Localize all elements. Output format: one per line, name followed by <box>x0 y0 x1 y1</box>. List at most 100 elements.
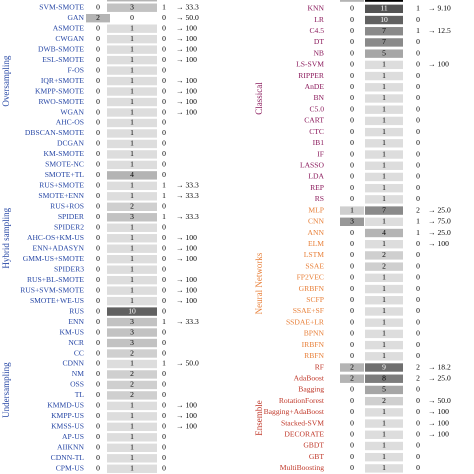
method-label: LS-SVM <box>296 60 324 69</box>
value-label: 0 <box>350 26 354 35</box>
value-label: 0 <box>96 2 100 11</box>
value-label: 3 <box>130 327 134 336</box>
value-label: 0 <box>96 285 100 294</box>
method-label: AnDE <box>305 82 325 91</box>
value-label: 1 <box>382 295 386 304</box>
heat-cell <box>107 464 157 473</box>
value-label: 7 <box>382 205 386 214</box>
heat-cell <box>365 183 403 193</box>
value-label: 0 <box>350 104 354 113</box>
value-label: 1 <box>130 149 134 158</box>
group-label: Classical <box>254 82 264 115</box>
value-label: 0 <box>350 149 354 158</box>
value-label: 2 <box>130 380 134 389</box>
value-label: 0 <box>96 191 100 200</box>
method-label: GBDT <box>303 441 324 450</box>
value-label: 0 <box>96 348 100 357</box>
method-label: F-OS <box>68 65 84 74</box>
heat-cell <box>365 83 403 92</box>
method-label: WGAN <box>60 107 84 116</box>
value-label: 2 <box>130 348 134 357</box>
value-label: 1 <box>382 329 386 338</box>
method-label: RUS+BL-SMOTE <box>27 275 84 284</box>
value-label: 0 <box>96 128 100 137</box>
value-label: 0 <box>416 329 420 338</box>
heat-cell <box>365 4 403 14</box>
value-label: 1 <box>416 4 420 13</box>
value-label: 0 <box>350 239 354 248</box>
method-label: DBSCAN-SMOTE <box>25 128 84 137</box>
value-label: 0 <box>350 463 354 472</box>
heat-cell <box>107 254 157 264</box>
value-label: 1 <box>130 411 134 420</box>
method-label: SSDAE+LR <box>286 317 325 326</box>
method-label: Bagging+AdaBoost <box>264 407 325 416</box>
value-label: 0 <box>96 369 100 378</box>
value-label: 0 <box>416 250 420 259</box>
method-label: MultiBoosting <box>280 463 325 472</box>
ratio-label: → 100 <box>428 430 449 439</box>
value-label: 1 <box>416 0 420 1</box>
heat-cell <box>107 422 157 432</box>
value-label: 2 <box>382 396 386 405</box>
heat-cell <box>107 391 157 400</box>
value-label: 0 <box>350 452 354 461</box>
heat-cell <box>365 206 403 215</box>
method-label: CWGAN <box>55 34 84 43</box>
ratio-label: → 50.0 <box>176 13 199 22</box>
value-label: 1 <box>382 60 386 69</box>
value-label: 0 <box>350 4 354 13</box>
value-label: 0 <box>350 261 354 270</box>
heat-cell <box>340 374 364 383</box>
method-label: RotationForest <box>279 396 325 405</box>
value-label: 0 <box>350 183 354 192</box>
method-label: CNN <box>308 217 325 226</box>
ratio-label: → 100 <box>176 55 197 64</box>
value-label: 0 <box>96 76 100 85</box>
heat-cell <box>107 370 157 379</box>
heat-cell <box>340 363 364 372</box>
value-label: 0 <box>416 183 420 192</box>
value-label: 0 <box>96 34 100 43</box>
heat-cell <box>107 181 157 191</box>
heat-cell <box>365 340 403 350</box>
value-label: 0 <box>162 254 166 263</box>
value-label: 2 <box>416 205 420 214</box>
method-label: CDNN <box>62 359 84 368</box>
value-label: 0 <box>416 48 420 57</box>
heat-cell <box>107 87 157 96</box>
value-label: 1 <box>382 239 386 248</box>
method-label: SVM-SMOTE <box>39 2 84 11</box>
value-label: 0 <box>162 432 166 441</box>
value-label: 0 <box>96 202 100 211</box>
ratio-label: → 100 <box>428 239 449 248</box>
method-label: AHC-OS+KM-US <box>27 233 84 242</box>
heat-cell <box>107 55 157 65</box>
value-label: 0 <box>96 264 100 273</box>
value-label: 0 <box>162 149 166 158</box>
method-label: DECORATE <box>284 430 324 439</box>
heat-cell <box>365 228 403 238</box>
method-label: LASSO <box>300 160 325 169</box>
heat-cell <box>365 430 403 439</box>
group-label: Ensemble <box>254 400 264 436</box>
value-label: 0 <box>96 380 100 389</box>
value-label: 0 <box>350 82 354 91</box>
value-label: 1 <box>130 107 134 116</box>
method-label: Stacked-SVM <box>281 418 324 427</box>
value-label: 1 <box>382 418 386 427</box>
value-label: 0 <box>162 401 166 410</box>
ratio-label: → 100 <box>176 401 197 410</box>
value-label: 0 <box>96 390 100 399</box>
value-label: 0 <box>350 407 354 416</box>
method-label: RUS <box>69 306 84 315</box>
value-label: 2 <box>130 369 134 378</box>
value-label: 0 <box>350 160 354 169</box>
value-label: 0 <box>162 422 166 431</box>
value-label: 0 <box>96 359 100 368</box>
heat-cell <box>365 15 403 25</box>
heat-cell <box>107 108 157 117</box>
method-label: SMOTE+WE-US <box>30 296 84 305</box>
value-label: 1 <box>130 65 134 74</box>
ratio-label: → 25.0 <box>176 0 199 1</box>
